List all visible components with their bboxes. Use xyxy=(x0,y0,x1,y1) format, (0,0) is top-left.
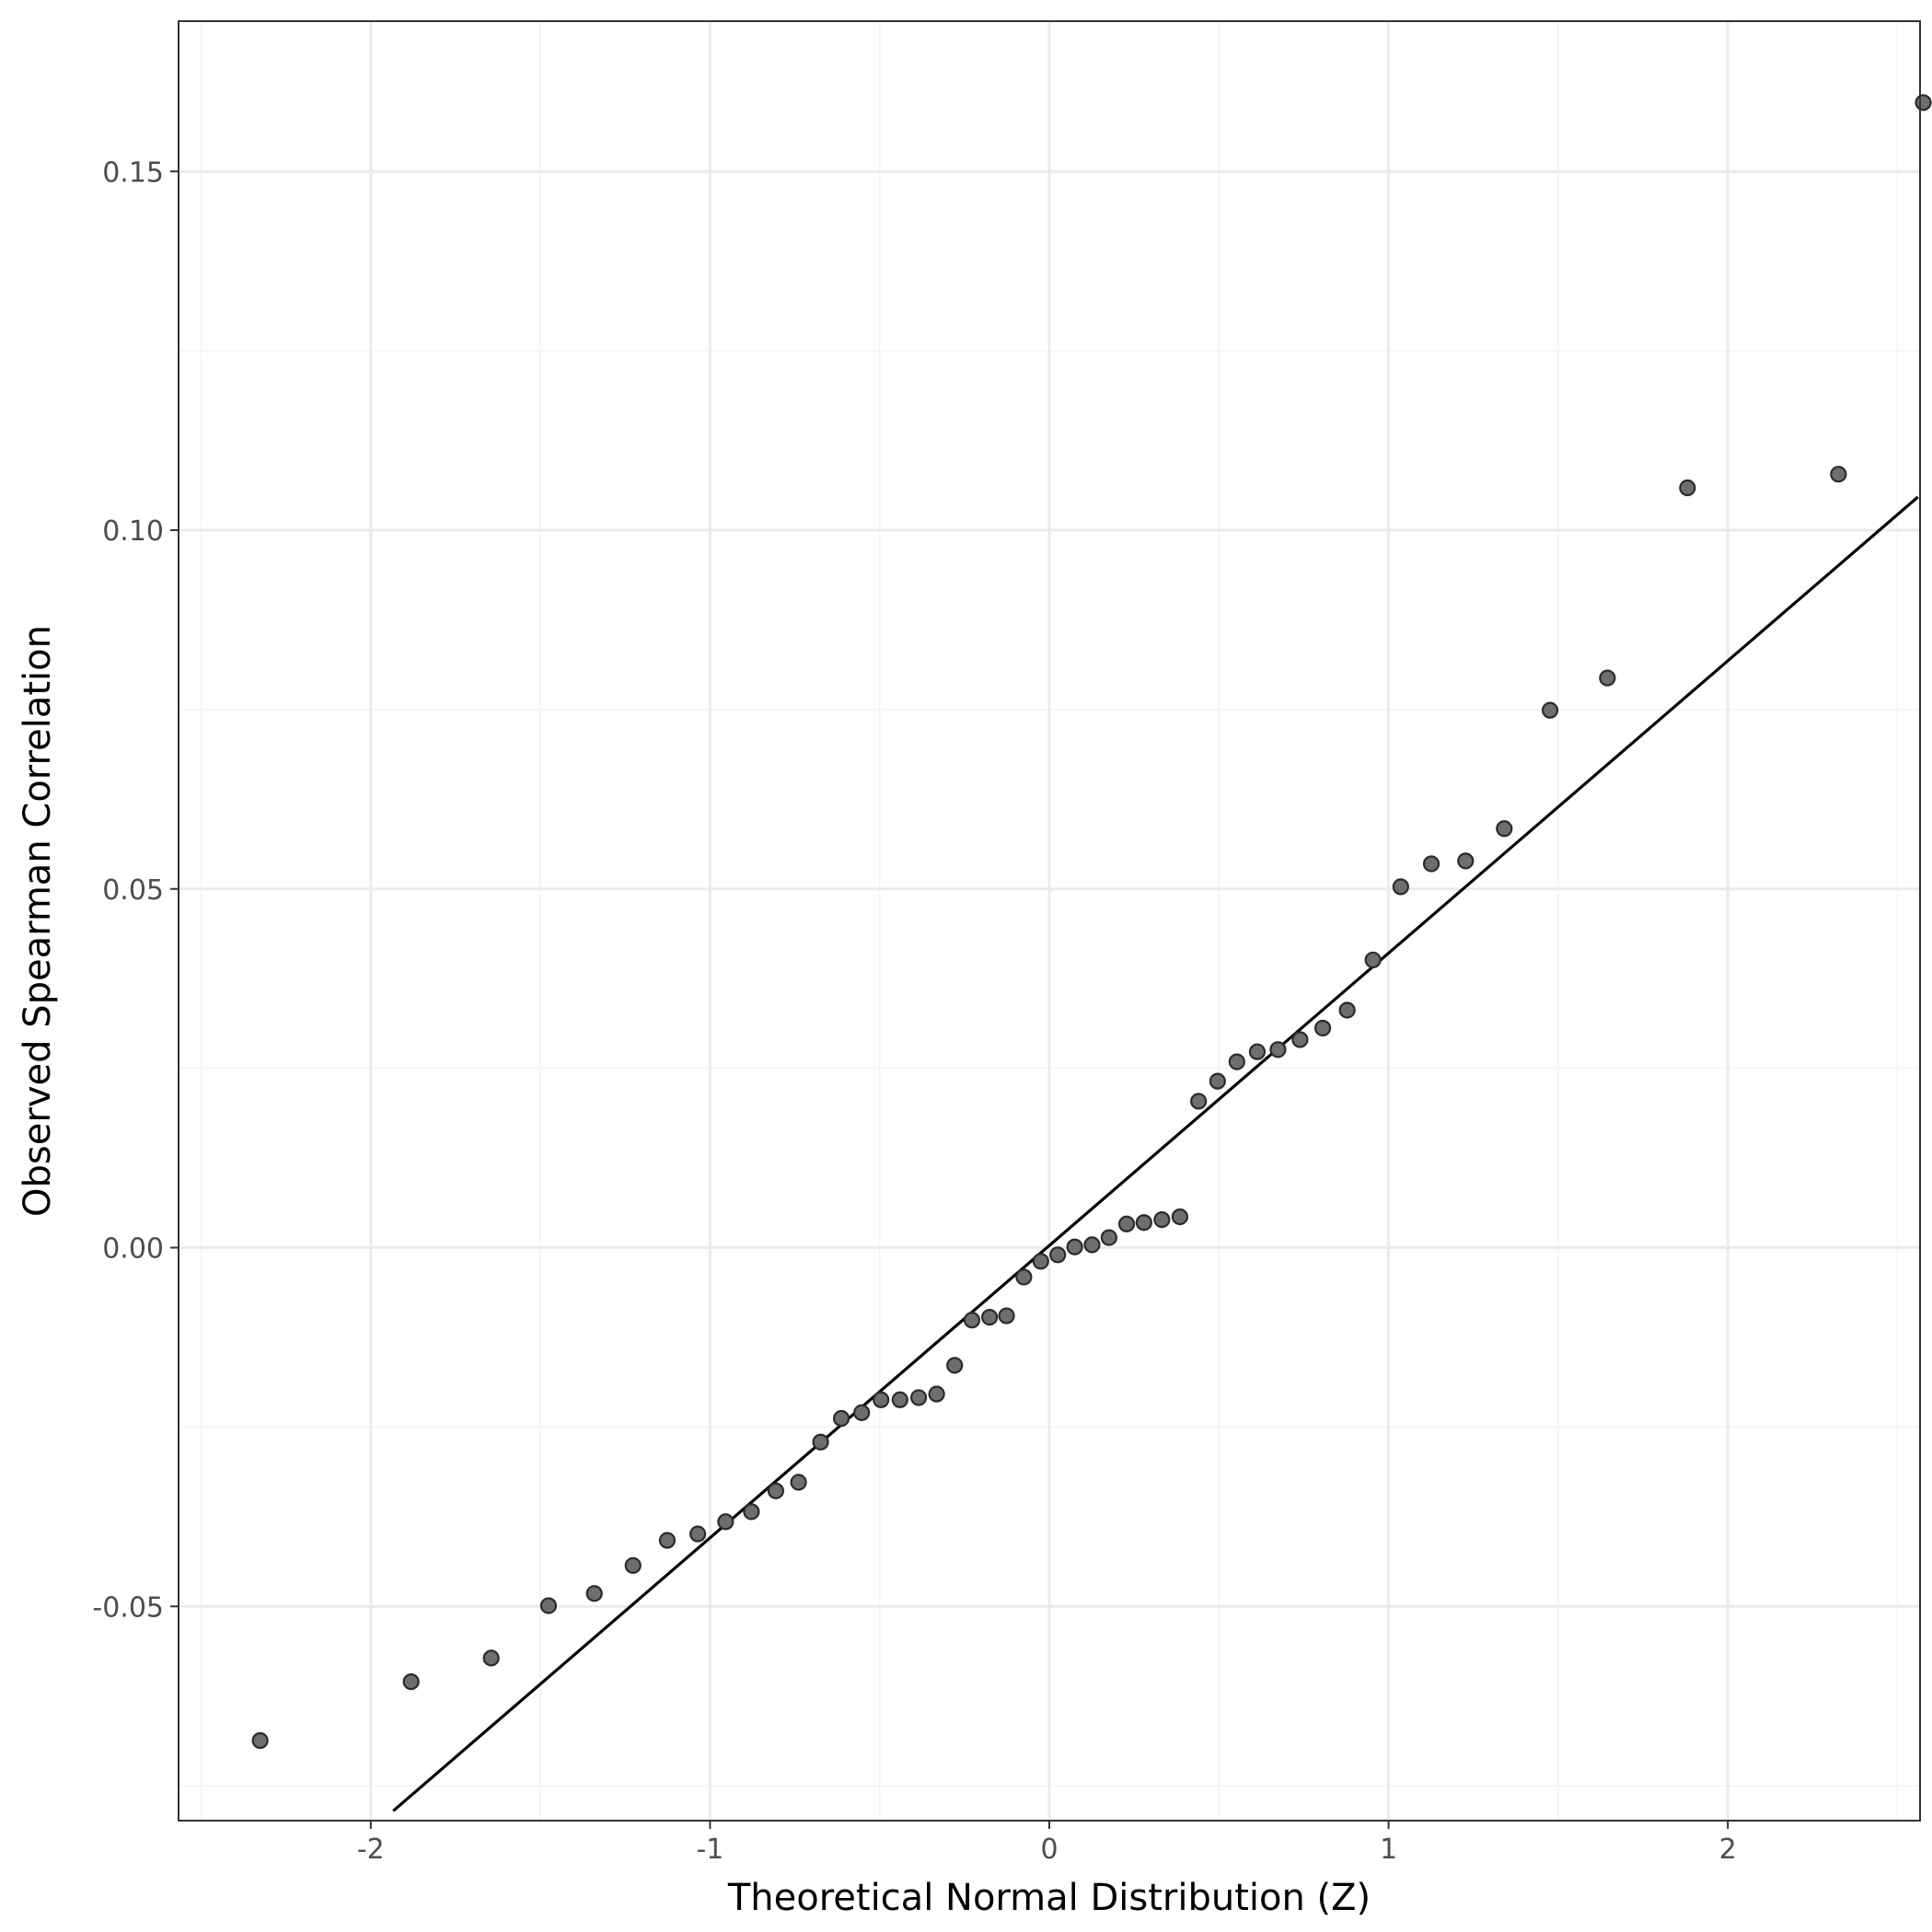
data-point xyxy=(743,1503,760,1521)
data-point xyxy=(1915,94,1932,111)
data-point xyxy=(1190,1093,1208,1110)
data-point xyxy=(1015,1268,1033,1286)
data-point xyxy=(1313,1019,1332,1037)
data-point xyxy=(1679,479,1696,497)
data-point xyxy=(1422,855,1440,873)
data-point xyxy=(1209,1072,1226,1090)
y-tick-label: 0.15 xyxy=(102,156,164,189)
data-point xyxy=(891,1391,908,1408)
data-point xyxy=(1291,1031,1309,1048)
data-point xyxy=(963,1312,981,1329)
data-point xyxy=(658,1532,677,1549)
data-point xyxy=(873,1391,890,1408)
data-point xyxy=(1117,1215,1136,1232)
data-point xyxy=(539,1597,558,1614)
data-point xyxy=(928,1385,945,1403)
reference-line-layer xyxy=(392,495,1919,1812)
data-point xyxy=(251,1731,269,1750)
data-point xyxy=(482,1649,500,1667)
data-point xyxy=(812,1433,829,1451)
data-point xyxy=(1083,1236,1101,1254)
data-point xyxy=(717,1513,735,1531)
data-points xyxy=(251,94,1932,1750)
data-point xyxy=(1135,1214,1152,1232)
data-point xyxy=(1599,669,1616,687)
data-point xyxy=(1100,1229,1117,1246)
data-point xyxy=(832,1409,850,1428)
data-point xyxy=(1066,1238,1083,1255)
y-tick-label: 0.00 xyxy=(102,1233,164,1266)
x-tick-label: -1 xyxy=(696,1834,723,1866)
data-point xyxy=(1541,701,1559,719)
data-point xyxy=(1248,1043,1267,1060)
data-point xyxy=(1228,1053,1245,1070)
data-point xyxy=(1457,852,1475,870)
data-point xyxy=(767,1482,785,1499)
data-point xyxy=(585,1585,603,1602)
data-point xyxy=(689,1525,707,1543)
data-point xyxy=(1153,1210,1171,1229)
data-point xyxy=(1830,466,1847,483)
data-point xyxy=(853,1404,871,1421)
data-point xyxy=(624,1556,642,1574)
data-point xyxy=(998,1307,1015,1325)
data-point xyxy=(981,1309,999,1326)
grid-lines xyxy=(179,21,1920,1821)
data-point xyxy=(790,1474,807,1491)
y-axis-title: Observed Spearman Correlation xyxy=(17,625,59,1217)
y-tick-label: 0.10 xyxy=(102,515,164,548)
data-point xyxy=(946,1357,964,1374)
data-point xyxy=(1049,1246,1067,1264)
x-tick-label: 2 xyxy=(1719,1834,1737,1866)
data-point xyxy=(402,1672,420,1691)
data-point xyxy=(1269,1041,1287,1059)
x-axis-title: Theoretical Normal Distribution (Z) xyxy=(727,1877,1371,1919)
y-tick-label: -0.05 xyxy=(92,1591,164,1624)
data-point xyxy=(909,1389,928,1406)
x-tick-label: 1 xyxy=(1380,1834,1397,1866)
x-tick-label: 0 xyxy=(1040,1834,1058,1866)
qq-reference-line xyxy=(392,495,1919,1812)
x-tick-label: -2 xyxy=(357,1834,385,1866)
data-point xyxy=(1392,878,1409,896)
data-point xyxy=(1171,1208,1189,1226)
data-point xyxy=(1496,820,1513,838)
data-point xyxy=(1364,951,1382,969)
data-point xyxy=(1338,1001,1356,1019)
data-point xyxy=(1032,1253,1049,1270)
y-tick-label: 0.05 xyxy=(102,874,164,907)
axis-ticks: -2 -1 0 1 2 -0.05 0.00 0.05 0.10 0.15 xyxy=(92,156,1736,1866)
